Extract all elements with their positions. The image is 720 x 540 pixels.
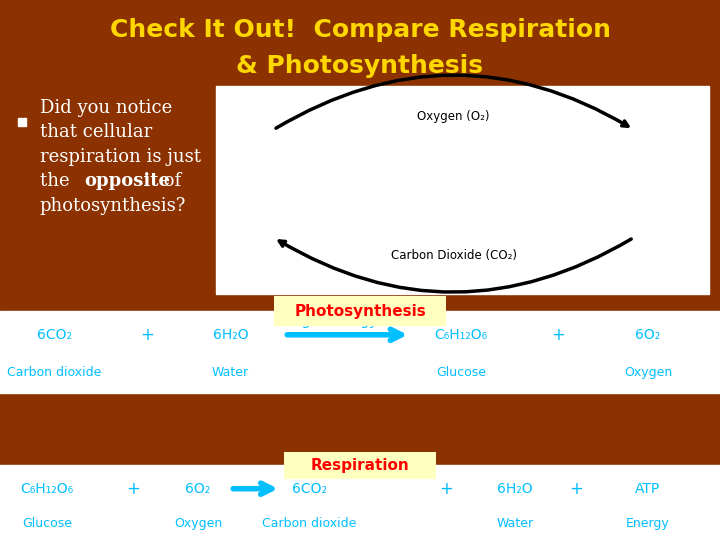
Text: Carbon Dioxide (CO₂): Carbon Dioxide (CO₂) bbox=[391, 249, 517, 262]
Text: +: + bbox=[140, 326, 155, 344]
Text: & Photosynthesis: & Photosynthesis bbox=[236, 54, 484, 78]
Text: Oxygen: Oxygen bbox=[624, 366, 672, 379]
Text: 6O₂: 6O₂ bbox=[635, 328, 661, 342]
Text: +: + bbox=[439, 480, 454, 498]
Text: Energy: Energy bbox=[626, 517, 670, 530]
Text: Water: Water bbox=[212, 366, 249, 379]
Text: +: + bbox=[569, 480, 583, 498]
Text: Check It Out!  Compare Respiration: Check It Out! Compare Respiration bbox=[109, 18, 611, 42]
Text: Photosynthesis: Photosynthesis bbox=[294, 303, 426, 319]
Text: 6H₂O: 6H₂O bbox=[212, 328, 248, 342]
Bar bbox=[274, 296, 446, 326]
Text: C₆H₁₂O₆: C₆H₁₂O₆ bbox=[20, 482, 73, 496]
Text: 6CO₂: 6CO₂ bbox=[37, 328, 71, 342]
Text: C₆H₁₂O₆: C₆H₁₂O₆ bbox=[434, 328, 487, 342]
Bar bbox=[216, 86, 709, 294]
Text: Oxygen: Oxygen bbox=[174, 517, 222, 530]
Text: Water: Water bbox=[496, 517, 534, 530]
Text: of: of bbox=[158, 172, 181, 190]
Text: Did you notice: Did you notice bbox=[40, 99, 172, 117]
Text: Carbon dioxide: Carbon dioxide bbox=[6, 366, 102, 379]
Text: +: + bbox=[126, 480, 140, 498]
Text: the: the bbox=[40, 172, 75, 190]
Text: 6CO₂: 6CO₂ bbox=[292, 482, 327, 496]
Bar bbox=[0, 465, 720, 540]
Text: opposite: opposite bbox=[84, 172, 170, 190]
Text: Glucose: Glucose bbox=[22, 517, 72, 530]
Text: Respiration: Respiration bbox=[310, 458, 410, 473]
Text: Carbon dioxide: Carbon dioxide bbox=[262, 517, 357, 530]
Text: respiration is just: respiration is just bbox=[40, 147, 201, 166]
Text: photosynthesis?: photosynthesis? bbox=[40, 197, 186, 215]
Text: 6H₂O: 6H₂O bbox=[497, 482, 533, 496]
Text: Glucose: Glucose bbox=[436, 366, 486, 379]
Text: Light energy: Light energy bbox=[291, 314, 379, 328]
Bar bbox=[0, 311, 720, 393]
Text: that cellular: that cellular bbox=[40, 123, 152, 141]
Text: Oxygen (O₂): Oxygen (O₂) bbox=[418, 110, 490, 123]
Text: ATP: ATP bbox=[635, 482, 661, 496]
Bar bbox=[284, 452, 436, 479]
Text: 6O₂: 6O₂ bbox=[185, 482, 211, 496]
Text: +: + bbox=[551, 326, 565, 344]
